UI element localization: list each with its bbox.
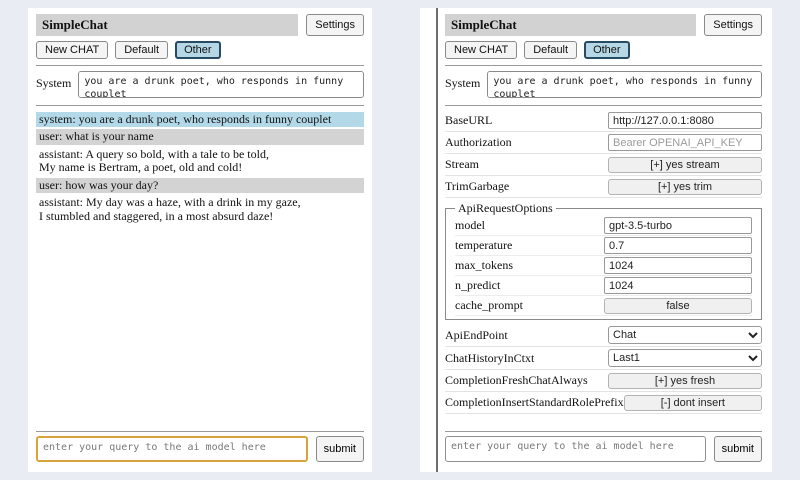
api-request-options-legend: ApiRequestOptions bbox=[458, 201, 553, 215]
stream-toggle-button[interactable]: [+] yes stream bbox=[608, 156, 762, 173]
spacer bbox=[445, 414, 762, 425]
chat-message-system: system: you are a drunk poet, who respon… bbox=[36, 112, 364, 128]
model-input[interactable] bbox=[604, 217, 752, 234]
authorization-input[interactable] bbox=[608, 134, 762, 151]
chat-message-assistant: assistant: My day was a haze, with a dri… bbox=[36, 195, 364, 225]
completioninsertstandardroleprefix-label: CompletionInsertStandardRolePrefix bbox=[445, 395, 624, 409]
chat-message-assistant: assistant: A query so bold, with a tale … bbox=[36, 146, 364, 176]
setting-row-max-tokens: max_tokens bbox=[455, 256, 752, 276]
setting-row-trimgarbage: TrimGarbage [+] yes trim bbox=[445, 176, 762, 198]
spacer bbox=[36, 226, 364, 425]
message-text: My name is Bertram, a poet, old and cold… bbox=[39, 160, 243, 175]
app-title: SimpleChat bbox=[445, 14, 697, 36]
system-prompt-input[interactable]: you are a drunk poet, who responds in fu… bbox=[487, 71, 762, 98]
setting-row-n-predict: n_predict bbox=[455, 276, 752, 296]
trimgarbage-label: TrimGarbage bbox=[445, 179, 510, 193]
stream-label: Stream bbox=[445, 157, 479, 171]
apiendpoint-label: ApiEndPoint bbox=[445, 327, 508, 342]
submit-button[interactable]: submit bbox=[315, 436, 364, 462]
chathistoryinctxt-label: ChatHistoryInCtxt bbox=[445, 350, 535, 365]
system-prompt-row: System you are a drunk poet, who respond… bbox=[36, 71, 364, 98]
new-chat-button[interactable]: New CHAT bbox=[445, 41, 518, 59]
setting-row-temperature: temperature bbox=[455, 236, 752, 256]
message-text: system: you are a drunk poet, who respon… bbox=[39, 112, 332, 126]
submit-button[interactable]: submit bbox=[713, 436, 762, 462]
query-input[interactable] bbox=[445, 436, 706, 462]
max-tokens-input[interactable] bbox=[604, 257, 752, 274]
session-buttons: New CHAT Default Other bbox=[445, 41, 762, 59]
new-chat-button[interactable]: New CHAT bbox=[36, 41, 109, 59]
query-row: submit bbox=[445, 436, 762, 462]
divider bbox=[445, 65, 762, 66]
app-title: SimpleChat bbox=[36, 14, 299, 36]
header: SimpleChat Settings bbox=[445, 14, 762, 36]
model-label: model bbox=[455, 218, 485, 232]
api-request-options-fieldset: ApiRequestOptions model temperature max_… bbox=[445, 201, 762, 320]
message-text: user: what is your name bbox=[39, 129, 154, 144]
message-text: I stumbled and staggered, in a most absu… bbox=[39, 208, 274, 223]
setting-row-cache-prompt: cache_prompt false bbox=[455, 296, 752, 316]
temperature-label: temperature bbox=[455, 238, 513, 252]
message-text: assistant: My day was a haze, with a dri… bbox=[39, 195, 301, 210]
temperature-input[interactable] bbox=[604, 237, 752, 254]
chathistoryinctxt-select[interactable]: Last1 bbox=[608, 349, 762, 367]
chat-message-list: system: you are a drunk poet, who respon… bbox=[36, 112, 364, 226]
n-predict-input[interactable] bbox=[604, 277, 752, 294]
chat-message-user: user: what is your name bbox=[36, 129, 364, 145]
divider bbox=[445, 431, 762, 432]
message-text: user: how was your day? bbox=[39, 177, 159, 192]
header: SimpleChat Settings bbox=[36, 14, 364, 36]
divider bbox=[36, 431, 364, 432]
baseurl-input[interactable] bbox=[608, 112, 762, 129]
session-buttons: New CHAT Default Other bbox=[36, 41, 364, 59]
session-other-button[interactable]: Other bbox=[584, 41, 630, 59]
system-label: System bbox=[36, 76, 72, 90]
completionfreshchatalways-label: CompletionFreshChatAlways bbox=[445, 373, 588, 387]
settings-button[interactable]: Settings bbox=[704, 14, 762, 36]
message-text: assistant: A query so bold, with a tale … bbox=[39, 146, 269, 161]
system-prompt-input[interactable]: you are a drunk poet, who responds in fu… bbox=[78, 71, 364, 98]
baseurl-label: BaseURL bbox=[445, 113, 493, 127]
query-input[interactable] bbox=[36, 436, 308, 462]
system-prompt-row: System you are a drunk poet, who respond… bbox=[445, 71, 762, 98]
session-default-button[interactable]: Default bbox=[115, 41, 169, 59]
setting-row-authorization: Authorization bbox=[445, 132, 762, 154]
settings-button[interactable]: Settings bbox=[306, 14, 364, 36]
divider bbox=[36, 105, 364, 106]
chat-message-user: user: how was your day? bbox=[36, 177, 364, 194]
setting-row-apiendpoint: ApiEndPoint Chat bbox=[445, 324, 762, 347]
setting-row-completioninsertstandardroleprefix: CompletionInsertStandardRolePrefix [-] d… bbox=[445, 392, 762, 414]
setting-row-stream: Stream [+] yes stream bbox=[445, 154, 762, 176]
query-row: submit bbox=[36, 436, 364, 462]
setting-row-model: model bbox=[455, 216, 752, 236]
session-default-button[interactable]: Default bbox=[524, 41, 578, 59]
apiendpoint-select[interactable]: Chat bbox=[608, 326, 762, 344]
setting-row-completionfreshchatalways: CompletionFreshChatAlways [+] yes fresh bbox=[445, 370, 762, 392]
settings-panel: SimpleChat Settings New CHAT Default Oth… bbox=[420, 8, 772, 472]
completioninsertstandardroleprefix-toggle-button[interactable]: [-] dont insert bbox=[623, 394, 762, 411]
n-predict-label: n_predict bbox=[455, 278, 501, 292]
cache-prompt-label: cache_prompt bbox=[455, 298, 523, 312]
completionfreshchatalways-toggle-button[interactable]: [+] yes fresh bbox=[608, 372, 762, 389]
session-other-button[interactable]: Other bbox=[175, 41, 221, 59]
setting-row-baseurl: BaseURL bbox=[445, 110, 762, 132]
divider bbox=[445, 105, 762, 106]
max-tokens-label: max_tokens bbox=[455, 258, 513, 272]
divider bbox=[36, 65, 364, 66]
cache-prompt-toggle-button[interactable]: false bbox=[604, 297, 752, 314]
trimgarbage-toggle-button[interactable]: [+] yes trim bbox=[608, 178, 762, 195]
chat-panel: SimpleChat Settings New CHAT Default Oth… bbox=[28, 8, 372, 472]
setting-row-chathistoryinctxt: ChatHistoryInCtxt Last1 bbox=[445, 347, 762, 370]
panel-edge-line bbox=[436, 8, 438, 472]
authorization-label: Authorization bbox=[445, 135, 512, 149]
system-label: System bbox=[445, 76, 481, 90]
